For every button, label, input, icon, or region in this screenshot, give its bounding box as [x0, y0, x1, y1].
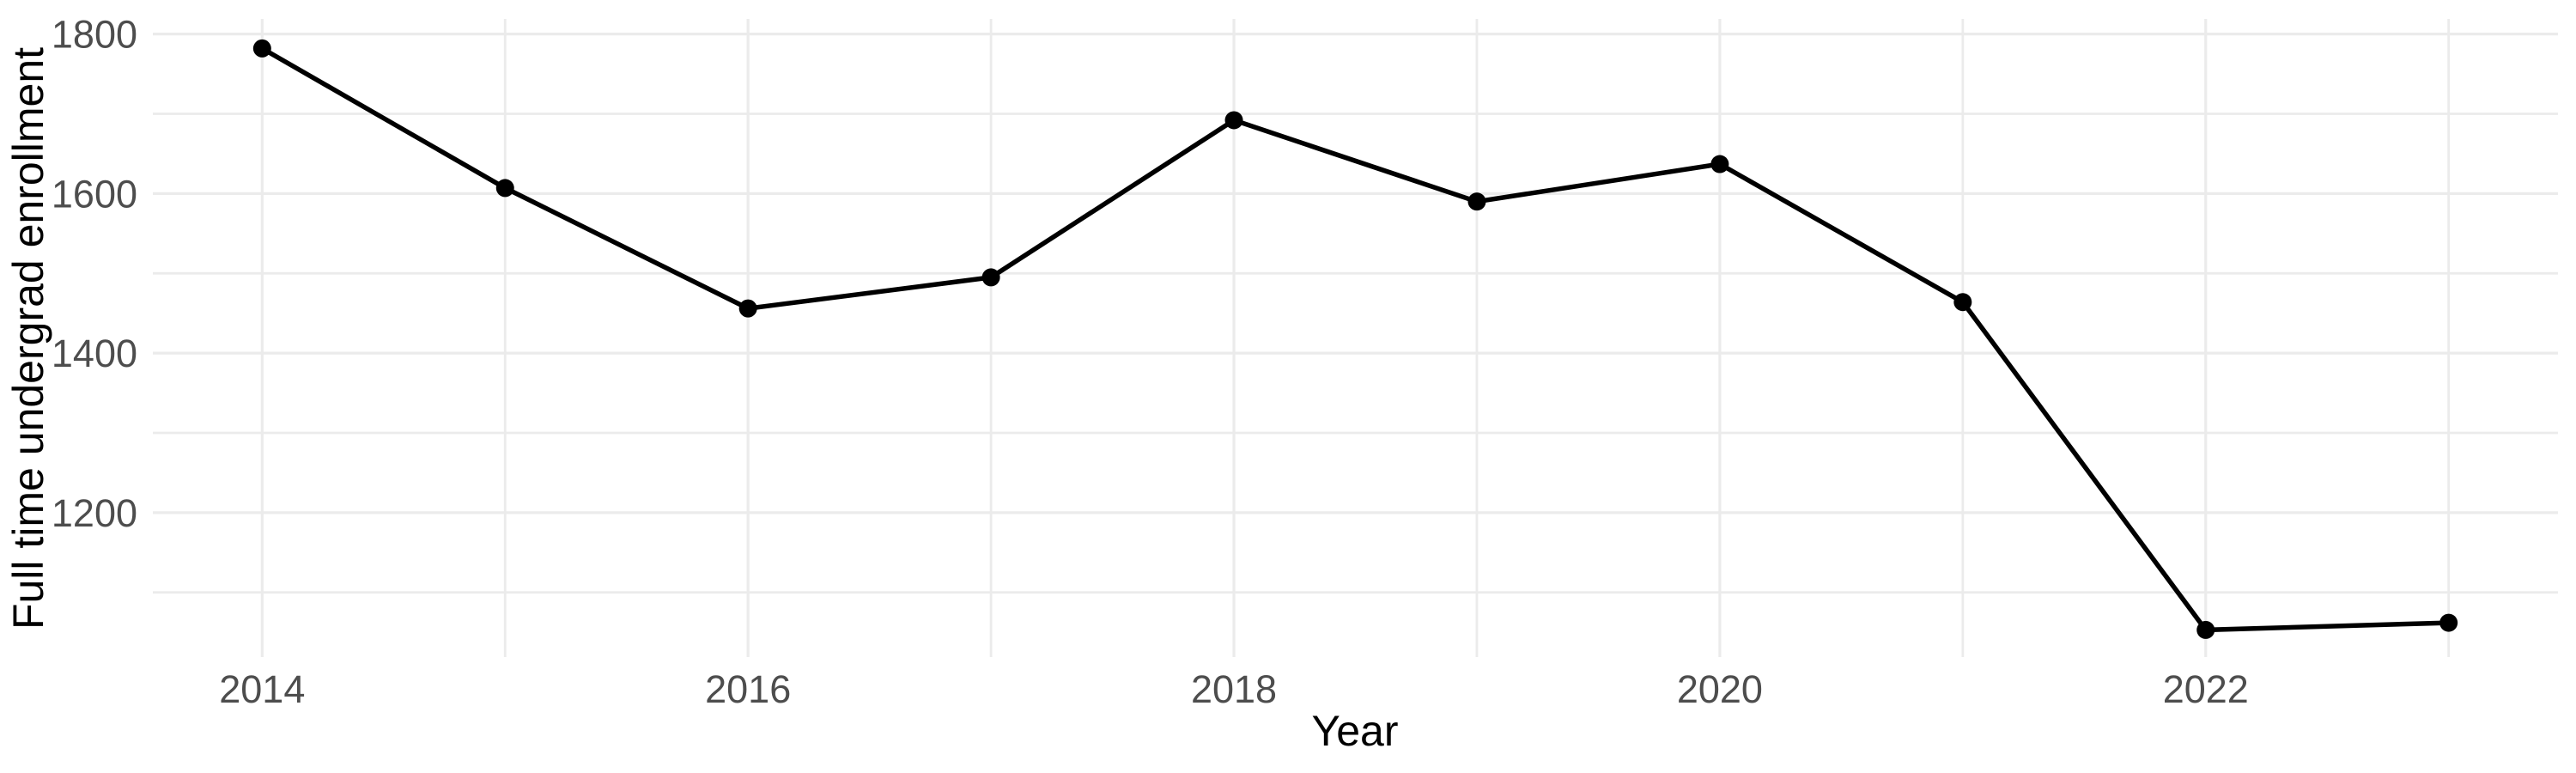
data-point-2016 [738, 299, 757, 318]
y-tick-label-1800: 1800 [52, 13, 137, 57]
x-tick-label-2014: 2014 [219, 667, 305, 711]
y-tick-label-1600: 1600 [52, 172, 137, 216]
tick-label-layer: 1200 1400 1600 1800 2014 2016 2018 2020 2022 [52, 13, 2249, 711]
series-layer [252, 39, 2458, 639]
data-point-2020 [1710, 155, 1729, 173]
data-point-2017 [981, 268, 1000, 287]
grid-layer [153, 19, 2558, 657]
data-point-2023 [2439, 613, 2458, 632]
x-axis-title: Year [1311, 707, 1398, 755]
data-point-2014 [252, 39, 271, 58]
y-tick-label-1200: 1200 [52, 491, 137, 535]
data-point-2019 [1467, 192, 1486, 211]
enrollment-line [260, 46, 2449, 633]
y-tick-label-1400: 1400 [52, 332, 137, 375]
data-point-2015 [495, 179, 514, 198]
data-point-2018 [1224, 111, 1243, 130]
x-tick-label-2018: 2018 [1191, 667, 1277, 711]
x-tick-label-2022: 2022 [2163, 667, 2249, 711]
x-tick-label-2020: 2020 [1677, 667, 1763, 711]
y-axis-title: Full time undergrad enrollment [4, 47, 52, 630]
x-tick-label-2016: 2016 [705, 667, 791, 711]
data-point-2022 [2196, 620, 2215, 639]
data-point-2021 [1953, 293, 1972, 312]
